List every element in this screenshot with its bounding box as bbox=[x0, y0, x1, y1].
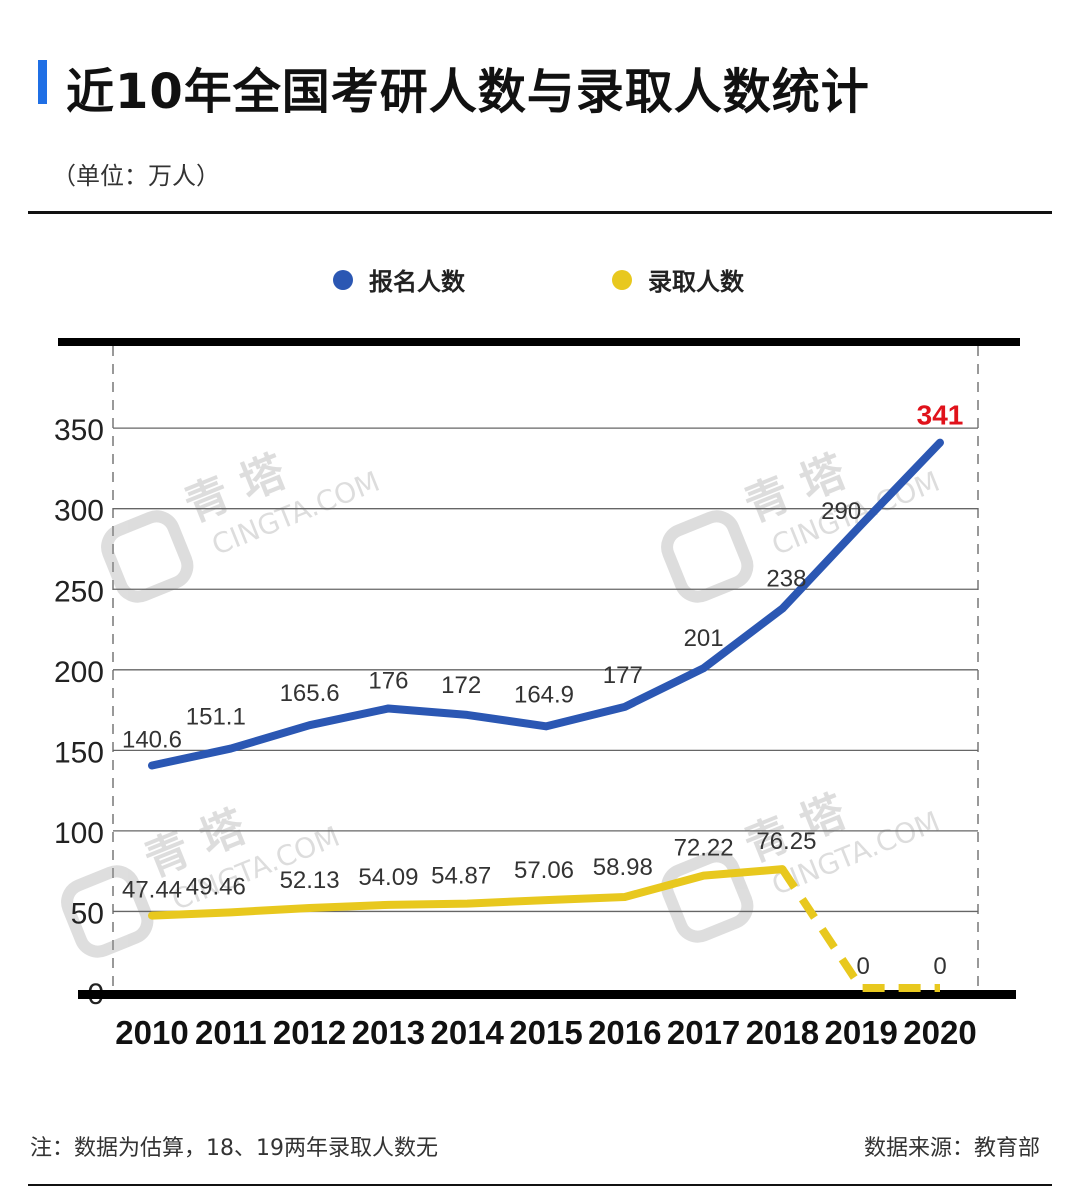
watermark-logo-icon bbox=[661, 850, 754, 943]
watermark-logo-icon bbox=[661, 510, 754, 603]
footnote: 注：数据为估算，18、19两年录取人数无 bbox=[30, 1136, 438, 1161]
x-axis-baseline bbox=[78, 990, 1016, 999]
watermark-logo-icon bbox=[101, 510, 194, 603]
y-tick-label: 300 bbox=[54, 495, 104, 528]
data-label-applicants: 164.9 bbox=[514, 681, 574, 708]
data-label-admitted: 47.44 bbox=[122, 877, 182, 904]
data-label-applicants: 290 bbox=[821, 498, 861, 525]
data-label-admitted: 0 bbox=[933, 953, 946, 980]
data-label-admitted: 49.46 bbox=[186, 873, 246, 900]
legend-dot-admitted bbox=[612, 269, 632, 290]
data-label-applicants: 341 bbox=[917, 400, 964, 431]
data-label-applicants: 238 bbox=[766, 566, 806, 593]
series-line-applicants bbox=[148, 438, 944, 770]
data-source: 数据来源：教育部 bbox=[863, 1136, 1040, 1161]
x-tick-label: 2019 bbox=[824, 1014, 897, 1051]
data-label-applicants: 151.1 bbox=[186, 704, 246, 731]
data-label-admitted: 76.25 bbox=[756, 828, 816, 855]
series-line-admitted-dashed bbox=[779, 866, 940, 992]
legend-label-admitted: 录取人数 bbox=[648, 268, 744, 296]
legend-label-applicants: 报名人数 bbox=[369, 268, 465, 296]
y-tick-label: 100 bbox=[54, 817, 104, 850]
data-label-applicants: 176 bbox=[368, 667, 408, 694]
data-label-applicants: 140.6 bbox=[122, 726, 182, 753]
data-label-admitted: 52.13 bbox=[280, 867, 340, 894]
legend-item-admitted: 录取人数 bbox=[612, 262, 744, 297]
data-label-admitted: 54.87 bbox=[431, 863, 491, 890]
data-label-admitted: 54.09 bbox=[358, 864, 418, 891]
x-tick-label: 2015 bbox=[509, 1014, 582, 1051]
x-tick-label: 2012 bbox=[273, 1014, 346, 1051]
title-accent-bar bbox=[38, 60, 47, 104]
x-tick-label: 2010 bbox=[115, 1014, 188, 1051]
y-tick-label: 150 bbox=[54, 736, 104, 769]
data-label-admitted: 57.06 bbox=[514, 857, 574, 884]
data-label-applicants: 177 bbox=[603, 662, 643, 689]
unit-label: （单位：万人） bbox=[52, 162, 220, 190]
x-tick-label: 2011 bbox=[195, 1014, 267, 1051]
legend-item-applicants: 报名人数 bbox=[333, 262, 465, 297]
watermark-logo-icon bbox=[61, 865, 154, 958]
x-tick-label: 2017 bbox=[667, 1014, 740, 1051]
top-divider bbox=[28, 211, 1052, 214]
x-tick-label: 2016 bbox=[588, 1014, 661, 1051]
data-label-applicants: 172 bbox=[441, 672, 481, 699]
x-tick-label: 2018 bbox=[746, 1014, 819, 1051]
data-label-admitted: 72.22 bbox=[674, 835, 734, 862]
chart-top-rule bbox=[58, 338, 1020, 346]
x-tick-label: 2020 bbox=[903, 1014, 976, 1051]
data-label-applicants: 165.6 bbox=[280, 680, 340, 707]
x-tick-label: 2014 bbox=[430, 1014, 504, 1051]
page-title: 近10年全国考研人数与录取人数统计 bbox=[66, 64, 870, 120]
y-tick-label: 250 bbox=[54, 575, 104, 608]
data-label-applicants: 201 bbox=[684, 625, 724, 652]
y-tick-label: 350 bbox=[54, 414, 104, 447]
chart-legend: 报名人数 录取人数 bbox=[0, 262, 1080, 302]
data-label-admitted: 0 bbox=[857, 953, 870, 980]
data-label-admitted: 58.98 bbox=[593, 854, 653, 881]
bottom-divider bbox=[28, 1184, 1052, 1186]
y-tick-label: 200 bbox=[54, 656, 104, 689]
x-tick-label: 2013 bbox=[352, 1014, 425, 1051]
series-line-admitted bbox=[148, 865, 787, 920]
legend-dot-applicants bbox=[333, 269, 353, 290]
y-tick-label: 50 bbox=[71, 897, 104, 930]
